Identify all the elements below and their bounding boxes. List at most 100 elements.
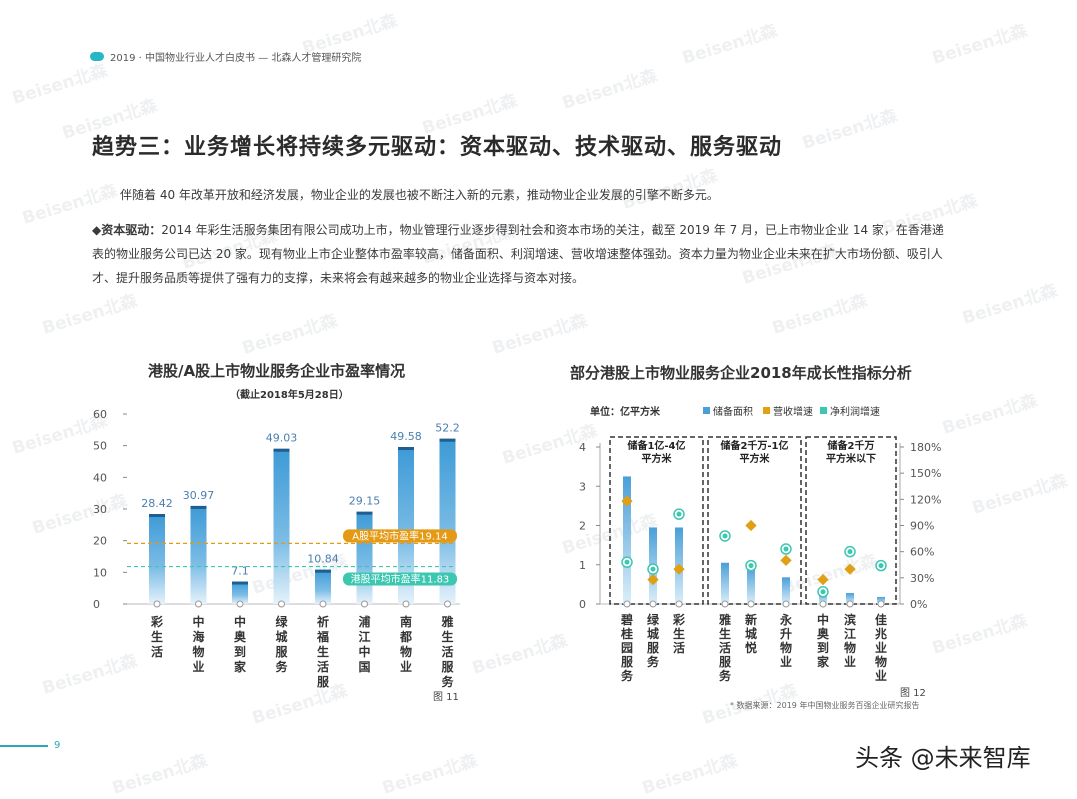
brand-watermark: 头条 @未来智库 xyxy=(855,744,1031,772)
legend-label: 净利润增速 xyxy=(830,405,880,418)
profit-growth-marker xyxy=(783,546,789,552)
y-tick-label: 40 xyxy=(93,471,107,484)
bar-cap xyxy=(149,514,165,518)
area-bar xyxy=(819,591,827,604)
profit-growth-marker xyxy=(650,566,656,572)
watermark-text: Beisen北森 xyxy=(9,60,110,109)
chart1-title: 港股/A股上市物业服务企业市盈率情况 xyxy=(148,362,406,380)
y-right-tick-label: 180% xyxy=(910,441,941,454)
profit-growth-marker xyxy=(748,563,754,569)
bar-cap xyxy=(273,448,290,452)
profit-growth-marker xyxy=(847,549,853,555)
axis-dot xyxy=(278,600,285,608)
watermark-text: Beisen北森 xyxy=(639,750,740,799)
x-category-label: 中海物业 xyxy=(192,614,204,674)
legend-swatch xyxy=(703,407,710,414)
pe-ratio-chart: 0 10 20 30 40 50 60 28.42 彩生活 30.97 中海物业 7.1 中奥到家 49.… xyxy=(93,408,460,690)
axis-dot xyxy=(721,600,729,608)
x-category-label: 彩生活 xyxy=(150,614,163,659)
section-title: 趋势三：业务增长将持续多元驱动：资本驱动、技术驱动、服务驱动 xyxy=(92,135,783,160)
legend-label: 营收增速 xyxy=(773,405,813,418)
watermark-text: Beisen北森 xyxy=(239,310,340,359)
x-category-label: 中奥到家 xyxy=(234,614,247,674)
chart2-title: 部分港股上市物业服务企业2018年成长性指标分析 xyxy=(570,364,912,382)
revenue-growth-marker xyxy=(621,495,633,507)
y-tick-label: 20 xyxy=(93,535,107,548)
capital-driver-lead: ◆资本驱动： xyxy=(92,223,162,237)
watermark-text: Beisen北森 xyxy=(109,750,210,799)
watermark-text: Beisen北森 xyxy=(969,470,1070,519)
profit-growth-marker xyxy=(676,511,682,517)
axis-dot xyxy=(402,600,410,608)
y-right-tick-label: 60% xyxy=(910,546,934,559)
bar-cap xyxy=(315,569,331,573)
y-right-tick-label: 30% xyxy=(910,572,934,585)
profit-growth-marker xyxy=(624,559,630,565)
bar-雅生活服务 xyxy=(439,438,456,604)
bar-cap xyxy=(439,438,456,442)
profit-growth-marker xyxy=(878,563,884,569)
reference-label-bg xyxy=(343,572,457,586)
legend-swatch xyxy=(820,407,827,414)
y-right-tick-label: 0% xyxy=(910,598,927,611)
axis-dot xyxy=(782,600,790,608)
revenue-growth-marker xyxy=(844,563,856,575)
reference-label: 港股平均市盈率11.83 xyxy=(351,573,450,586)
bar-cap xyxy=(398,446,414,450)
bar-value-label: 49.03 xyxy=(266,432,298,445)
axis-dot xyxy=(675,600,683,608)
logo-icon xyxy=(90,52,104,61)
group-label-line2: 平方米 xyxy=(740,452,771,465)
capital-driver-body: 2014 年彩生活服务集团有限公司成功上市，物业管理行业逐步得到社会和资本市场的… xyxy=(92,223,944,285)
y-right-tick-label: 120% xyxy=(910,493,941,506)
y-right-tick-label: 90% xyxy=(910,520,934,533)
area-bar xyxy=(846,593,854,604)
area-bar xyxy=(877,596,885,604)
x-category-label: 滨江物业 xyxy=(844,612,856,669)
area-bar xyxy=(721,562,729,604)
reference-label: A股平均市盈率19.14 xyxy=(352,529,447,542)
axis-dot xyxy=(153,600,161,608)
legend-swatch xyxy=(763,407,770,414)
axis-dot xyxy=(236,600,244,608)
watermark-text: Beisen北森 xyxy=(799,105,900,154)
y-tick-label: 30 xyxy=(93,503,107,516)
page-number: 9 xyxy=(54,740,61,751)
legend-label: 储备面积 xyxy=(713,405,753,418)
axis-dot xyxy=(444,600,451,608)
bar-value-label: 49.58 xyxy=(390,430,422,443)
axis-dot xyxy=(877,600,885,608)
watermark-text: Beisen北森 xyxy=(489,310,590,359)
revenue-growth-marker xyxy=(817,573,829,586)
header-text: 2019 · 中国物业行业人才白皮书 — 北森人才管理研究院 xyxy=(110,53,362,64)
watermark-text: Beisen北森 xyxy=(379,750,480,799)
area-bar xyxy=(747,566,755,604)
axis-dot xyxy=(195,600,202,608)
bar-绿城服务 xyxy=(273,448,290,604)
growth-indicator-chart: 单位：亿平方米 储备面积 营收增速 净利润增速 0 1 2 3 4 0% 30% 60% 90% 120%… xyxy=(579,405,941,683)
group-label-line2: 平方米以下 xyxy=(826,452,876,465)
reference-label-bg xyxy=(343,529,457,543)
x-category-label: 中奥到家 xyxy=(817,612,830,669)
area-bar xyxy=(623,476,631,604)
y-tick-label: 50 xyxy=(93,440,107,453)
revenue-growth-marker xyxy=(780,554,792,567)
bar-value-label: 28.42 xyxy=(141,497,173,510)
y-left-tick-label: 0 xyxy=(579,598,586,611)
bar-祈福生活服务 xyxy=(315,569,331,604)
x-category-label: 彩生活 xyxy=(672,612,685,655)
group-box xyxy=(805,436,897,605)
y-right-tick-label: 150% xyxy=(910,467,941,480)
bar-cap xyxy=(232,581,248,585)
group-label-line1: 储备1亿-4亿 xyxy=(626,439,685,452)
axis-dot xyxy=(747,600,755,608)
group-label-line1: 储备2千万 xyxy=(827,439,875,452)
x-category-label: 南都物业 xyxy=(399,614,412,674)
watermark-text: Beisen北森 xyxy=(959,280,1060,329)
revenue-growth-marker xyxy=(673,563,685,575)
axis-dot xyxy=(846,600,854,608)
data-source-note: * 数据来源：2019 年中国物业服务百强企业研究报告 xyxy=(730,701,920,710)
chart1-subtitle: （截止2018年5月28日） xyxy=(230,390,349,401)
x-category-label: 祈福生活服务 xyxy=(316,614,330,690)
intro-paragraph: 伴随着 40 年改革开放和经济发展，物业企业的发展也被不断注入新的元素，推动物业… xyxy=(120,188,719,202)
